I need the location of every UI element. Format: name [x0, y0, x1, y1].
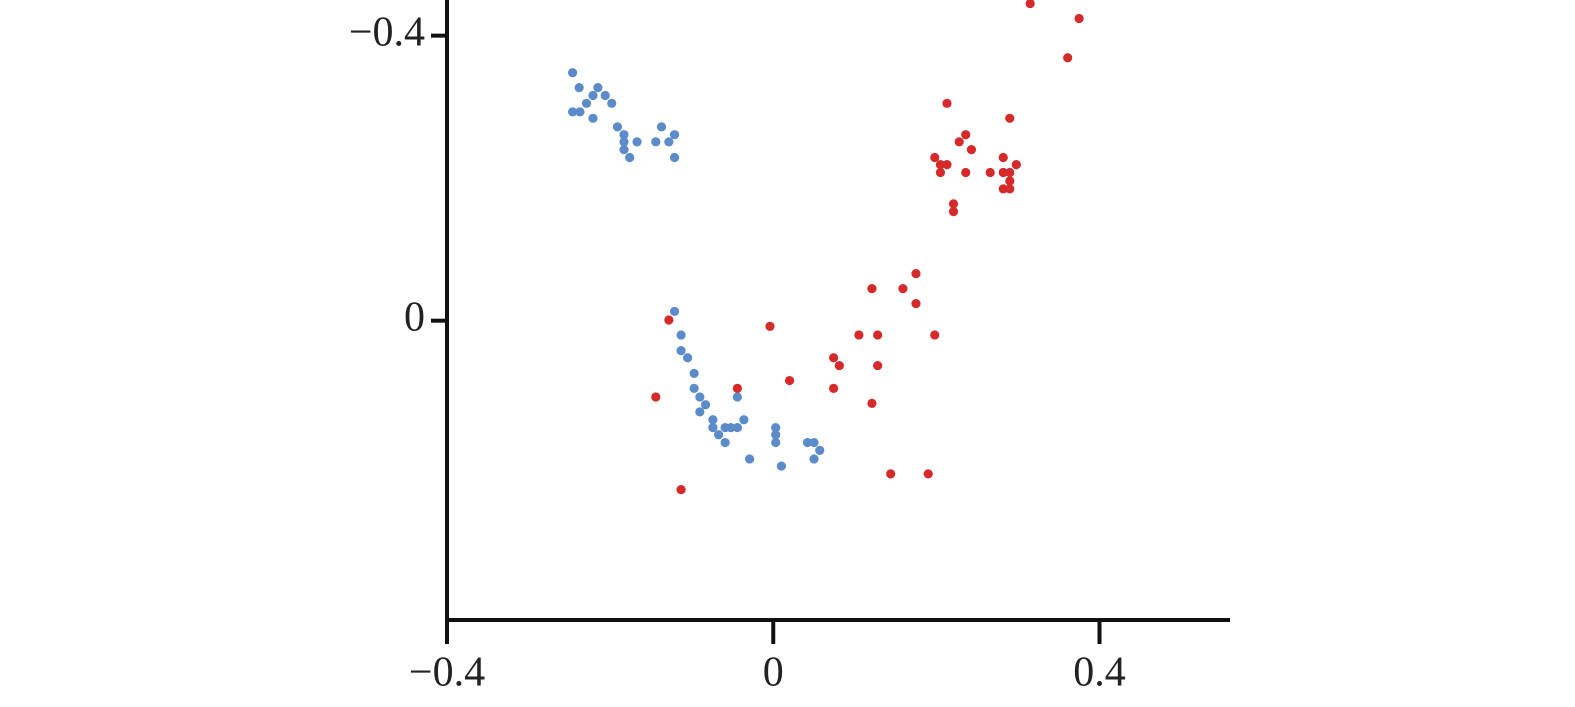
point [575, 107, 585, 117]
point [619, 137, 629, 147]
point [651, 392, 661, 402]
point [669, 152, 680, 163]
x-tick-label: 0.4 [1073, 650, 1126, 696]
point [935, 167, 946, 178]
point [612, 122, 623, 132]
point [593, 83, 603, 93]
point [829, 353, 839, 363]
point [1005, 184, 1015, 194]
point [948, 199, 959, 209]
point [985, 167, 995, 178]
point [744, 454, 755, 464]
point [1011, 160, 1021, 170]
point [1074, 13, 1084, 24]
point [732, 383, 742, 393]
point [669, 306, 680, 317]
point [720, 437, 730, 448]
point [873, 360, 883, 371]
point [942, 160, 952, 170]
point [669, 130, 680, 140]
point [625, 152, 635, 163]
point [886, 469, 896, 479]
point [581, 98, 592, 108]
point [942, 98, 952, 108]
point [574, 83, 584, 93]
point [600, 90, 610, 101]
y-tick-label: 0 [404, 294, 425, 340]
point [809, 454, 819, 464]
point [689, 368, 699, 379]
point [771, 437, 781, 448]
point [739, 415, 749, 425]
point [664, 315, 674, 325]
x-tick-label: −0.4 [409, 650, 485, 696]
point [802, 437, 813, 448]
point [1025, 0, 1035, 9]
point [954, 137, 964, 147]
point [961, 167, 971, 178]
point [935, 160, 946, 170]
point [815, 445, 825, 455]
point [898, 284, 908, 294]
point [607, 98, 617, 108]
point [930, 330, 940, 340]
point [998, 167, 1008, 178]
point [700, 400, 711, 410]
point [911, 269, 921, 279]
point [1063, 53, 1073, 63]
point [1005, 167, 1015, 178]
point [771, 430, 781, 440]
point [948, 207, 959, 217]
point [676, 484, 686, 495]
point [695, 407, 705, 417]
point [632, 137, 642, 147]
point [619, 145, 629, 155]
point [923, 469, 933, 479]
point [708, 415, 718, 425]
point [966, 145, 977, 155]
point [689, 383, 699, 393]
point [683, 353, 693, 363]
x-tick-label: 0 [763, 650, 784, 696]
point [588, 113, 598, 123]
point [1005, 176, 1015, 186]
point [732, 422, 742, 433]
point [771, 422, 781, 433]
point [930, 152, 940, 163]
point [714, 430, 724, 440]
point [998, 184, 1008, 194]
point [656, 122, 667, 132]
point [873, 330, 883, 340]
point [726, 422, 736, 433]
point [765, 321, 775, 331]
point [619, 130, 629, 140]
point [867, 398, 877, 408]
point [998, 152, 1008, 163]
point [854, 330, 864, 340]
point [829, 383, 839, 393]
point [809, 437, 819, 448]
point [961, 130, 971, 140]
point [664, 137, 674, 147]
point [568, 68, 578, 78]
point [708, 422, 718, 433]
point [732, 392, 742, 402]
point [568, 107, 578, 117]
point [834, 360, 844, 371]
point [695, 392, 705, 402]
point [676, 346, 686, 356]
point [651, 137, 661, 147]
y-tick-label: −0.4 [349, 9, 425, 55]
point [676, 330, 686, 340]
point [784, 375, 795, 386]
point [588, 90, 598, 101]
point [1005, 113, 1015, 123]
point [911, 298, 921, 309]
point [867, 284, 877, 294]
point [776, 461, 787, 471]
